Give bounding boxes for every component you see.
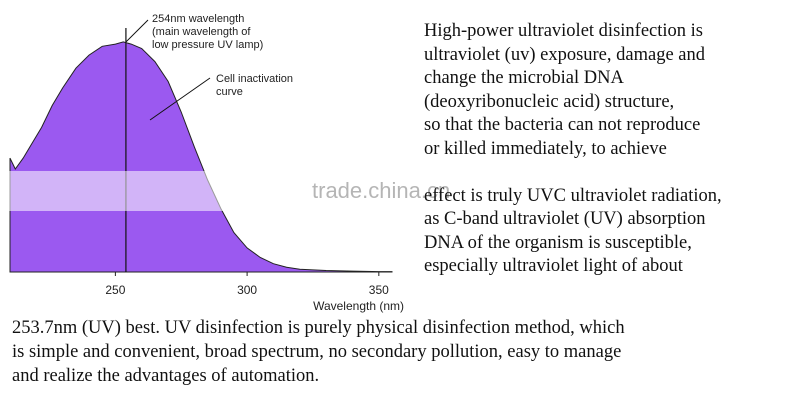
right-text-line: (deoxyribonucleic acid) structure, — [424, 91, 675, 112]
right-text-line: High-power ultraviolet disinfection is — [424, 21, 703, 41]
uv-chart: 250 300 350 254nm wavelength(main waveleng… — [9, 13, 404, 313]
inactivation-curve-area — [9, 41, 393, 273]
right-text-line: or killed immediately, to achieve — [424, 138, 667, 159]
watermark-band — [0, 171, 800, 211]
curve-annotation-leader — [149, 77, 211, 121]
x-tick-label: 350 — [369, 283, 389, 297]
right-text-line: as C-band ultraviolet (UV) absorption — [424, 209, 706, 229]
right-text-line: ultraviolet (uv) exposure, damage and — [424, 44, 705, 65]
right-text-line: DNA of the organism is susceptible, — [424, 232, 692, 253]
x-axis-label: Wavelength (nm) — [313, 299, 404, 313]
wavelength-annotation-text: 254nm wavelength — [152, 13, 244, 25]
x-tick-label: 300 — [237, 283, 257, 297]
wavelength-annotation-text: low pressure UV lamp) — [152, 39, 263, 51]
curve-annotation-text: curve — [216, 86, 243, 98]
right-text-line: effect is truly UVC ultraviolet radiatio… — [424, 185, 722, 206]
bottom-text-line: and realize the advantages of automation… — [12, 366, 320, 386]
right-text-line: especially ultraviolet light of about — [424, 256, 683, 276]
description-right: High-power ultraviolet disinfection is ul… — [424, 20, 796, 279]
x-tick-label: 250 — [105, 283, 125, 297]
curve-annotation-text: Cell inactivation — [216, 73, 293, 85]
wavelength-annotation-text: (main wavelength of — [152, 26, 251, 38]
description-bottom: 253.7nm (UV) best. UV disinfection is pu… — [12, 316, 792, 388]
wavelength-annotation-leader — [125, 19, 149, 43]
right-text-line: so that the bacteria can not reproduce — [424, 115, 701, 135]
bottom-text-line: 253.7nm (UV) best. UV disinfection is pu… — [12, 318, 625, 338]
right-text-line — [424, 161, 796, 185]
bottom-text-line: is simple and convenient, broad spectrum… — [12, 342, 622, 362]
right-text-line: change the microbial DNA — [424, 68, 624, 88]
watermark: trade.china.cn — [312, 178, 451, 203]
